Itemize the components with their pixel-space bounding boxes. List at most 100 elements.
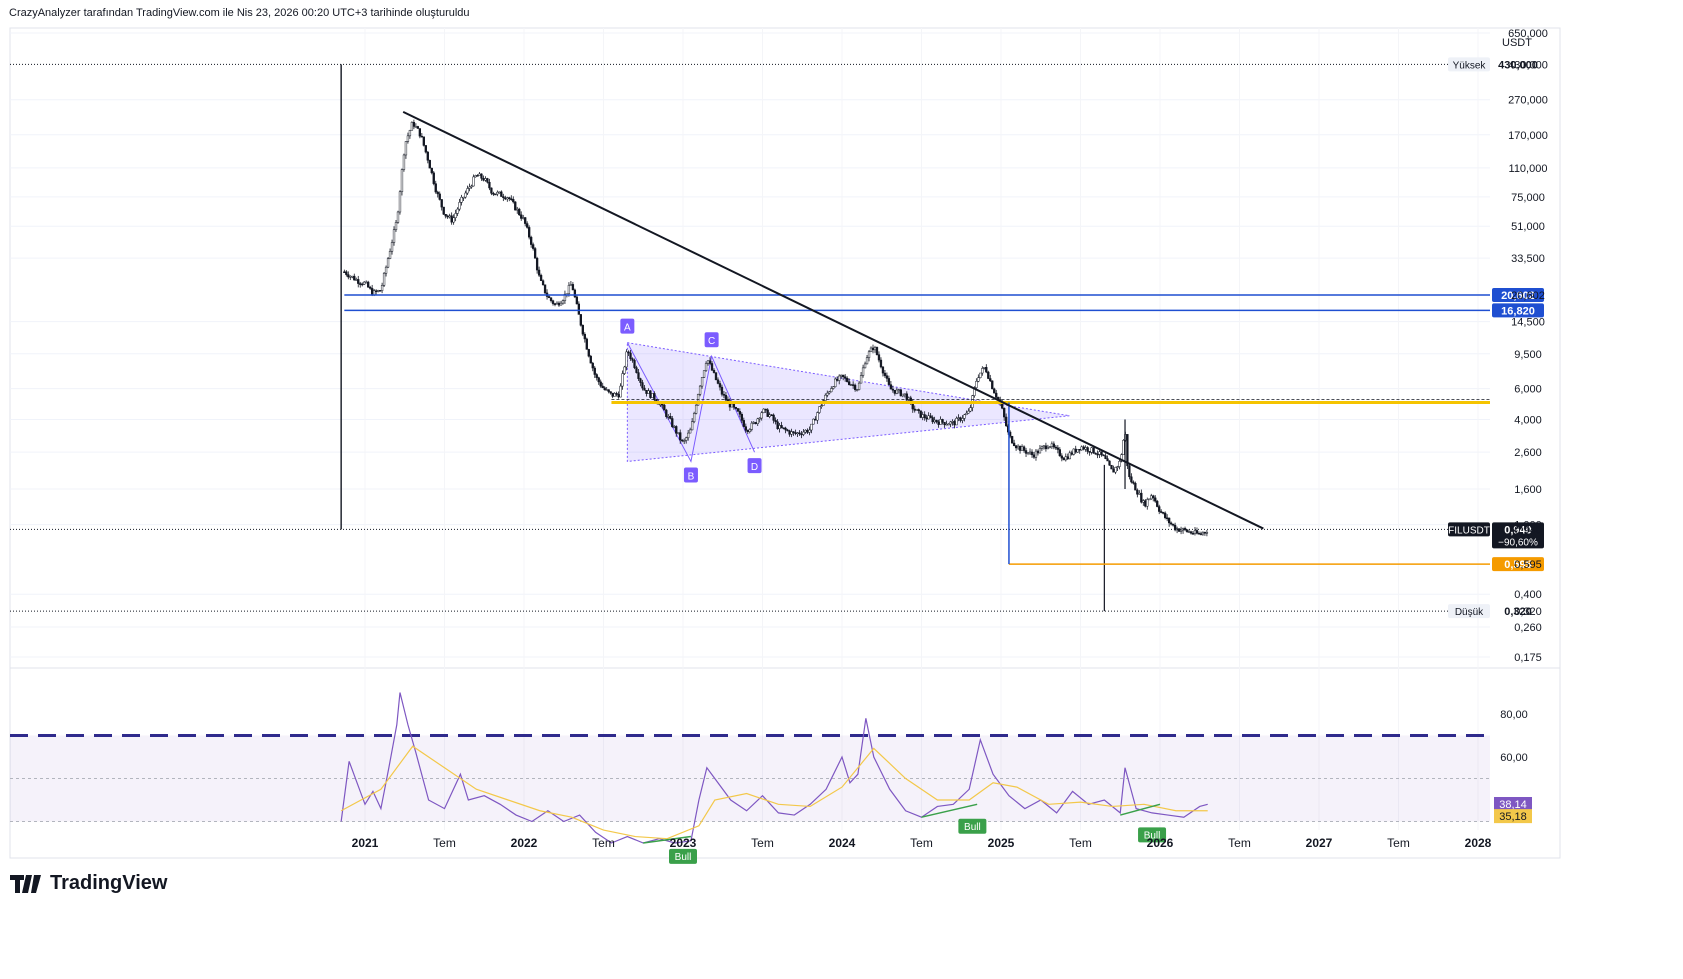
candle-body xyxy=(977,377,980,382)
candle-body xyxy=(961,418,964,421)
price-tick-label: 170,000 xyxy=(1508,130,1548,142)
candle-body xyxy=(869,347,873,353)
candle-body xyxy=(846,377,849,382)
price-tag xyxy=(1492,57,1544,72)
tradingview-logo[interactable]: TradingView xyxy=(10,872,167,895)
candle-body xyxy=(380,285,384,291)
candle-body xyxy=(613,393,616,397)
price-tag-label: 430,000 xyxy=(1498,59,1538,71)
candle-body xyxy=(406,135,410,142)
candle-body xyxy=(816,412,819,421)
rsi-ma-tag xyxy=(1494,809,1532,824)
pivot-badge xyxy=(704,332,719,348)
candle-body xyxy=(814,418,817,421)
candle-body xyxy=(1082,446,1085,450)
level-name-badge xyxy=(1448,522,1490,537)
price-tick-label: 110,000 xyxy=(1509,163,1548,175)
candle-body xyxy=(627,351,630,354)
chart-grid xyxy=(9,27,1561,859)
candle-body xyxy=(432,172,435,184)
candle-body xyxy=(1104,455,1107,459)
candle-body xyxy=(484,178,487,181)
candle-body xyxy=(1032,454,1036,458)
candle-body xyxy=(1066,456,1069,460)
candle-body xyxy=(702,370,706,378)
candle-body xyxy=(692,413,696,422)
price-tick-label: 6,000 xyxy=(1514,384,1542,396)
candle-body xyxy=(416,126,420,129)
candle-body xyxy=(474,175,477,178)
candle-body xyxy=(788,430,791,435)
candle-body xyxy=(524,217,527,224)
price-tag-label: 20,602 xyxy=(1501,290,1535,302)
candle-body xyxy=(754,422,757,424)
candle-body xyxy=(991,380,994,390)
candle-body xyxy=(1134,483,1137,491)
candle-body xyxy=(834,378,837,388)
candle-body xyxy=(698,385,702,395)
currency-label: USDT xyxy=(1502,37,1532,49)
candle-body xyxy=(732,403,736,408)
candle-body xyxy=(744,426,747,431)
candle-body xyxy=(440,199,443,208)
candle-body xyxy=(1014,445,1018,449)
candle-body xyxy=(418,128,422,137)
candle-body xyxy=(1054,446,1058,449)
candle-body xyxy=(621,373,624,387)
candle-body xyxy=(426,151,429,161)
candle-body xyxy=(1094,452,1097,455)
candle-body xyxy=(663,404,666,411)
candle-body xyxy=(466,188,469,194)
candle-body xyxy=(635,367,638,373)
candle-body xyxy=(567,285,571,295)
time-tick-label: Tem xyxy=(433,836,456,850)
candle-body xyxy=(355,279,358,281)
candle-body xyxy=(724,395,728,401)
candle-body xyxy=(400,169,404,193)
candle-body xyxy=(361,283,364,286)
candle-body xyxy=(772,414,775,421)
candle-body xyxy=(766,409,769,417)
candle-body xyxy=(430,167,433,174)
candle-body xyxy=(605,389,608,391)
candle-body xyxy=(929,415,932,418)
time-tick-label: 2022 xyxy=(511,836,538,850)
candle-body xyxy=(969,407,972,412)
candle-body xyxy=(557,302,561,306)
candle-body xyxy=(593,367,596,375)
chart-caption: CrazyAnalyzer tarafından TradingView.com… xyxy=(9,7,470,19)
candle-body xyxy=(1102,454,1105,457)
candle-body xyxy=(1030,451,1034,456)
candle-body xyxy=(1150,495,1153,500)
candle-body xyxy=(718,383,722,388)
candle-body xyxy=(704,363,708,371)
candle-body xyxy=(776,421,779,430)
candle-body xyxy=(873,347,877,351)
pivot-label: B xyxy=(688,471,695,482)
candle-body xyxy=(410,122,414,131)
candle-body xyxy=(1201,531,1205,535)
candle-body xyxy=(673,426,676,428)
candle-body xyxy=(700,377,704,387)
rsi-value-label: 38,14 xyxy=(1499,799,1527,811)
time-tick-label: Tem xyxy=(751,836,774,850)
candle-body xyxy=(750,422,753,430)
candle-body xyxy=(1130,476,1133,483)
candle-body xyxy=(1189,531,1193,534)
candle-body xyxy=(1078,449,1081,451)
candle-body xyxy=(462,196,465,199)
candle-body xyxy=(486,178,489,183)
candle-body xyxy=(784,427,787,431)
candle-body xyxy=(1001,403,1004,409)
price-tick-label: 75,000 xyxy=(1511,192,1545,204)
candle-body xyxy=(770,414,773,416)
candle-body xyxy=(388,251,392,259)
candle-body xyxy=(851,384,855,386)
candle-body xyxy=(975,381,978,388)
candle-body xyxy=(855,389,859,391)
candle-body xyxy=(629,352,632,359)
candle-body xyxy=(792,431,795,433)
candle-body xyxy=(1022,446,1026,451)
candle-body xyxy=(1148,498,1151,501)
